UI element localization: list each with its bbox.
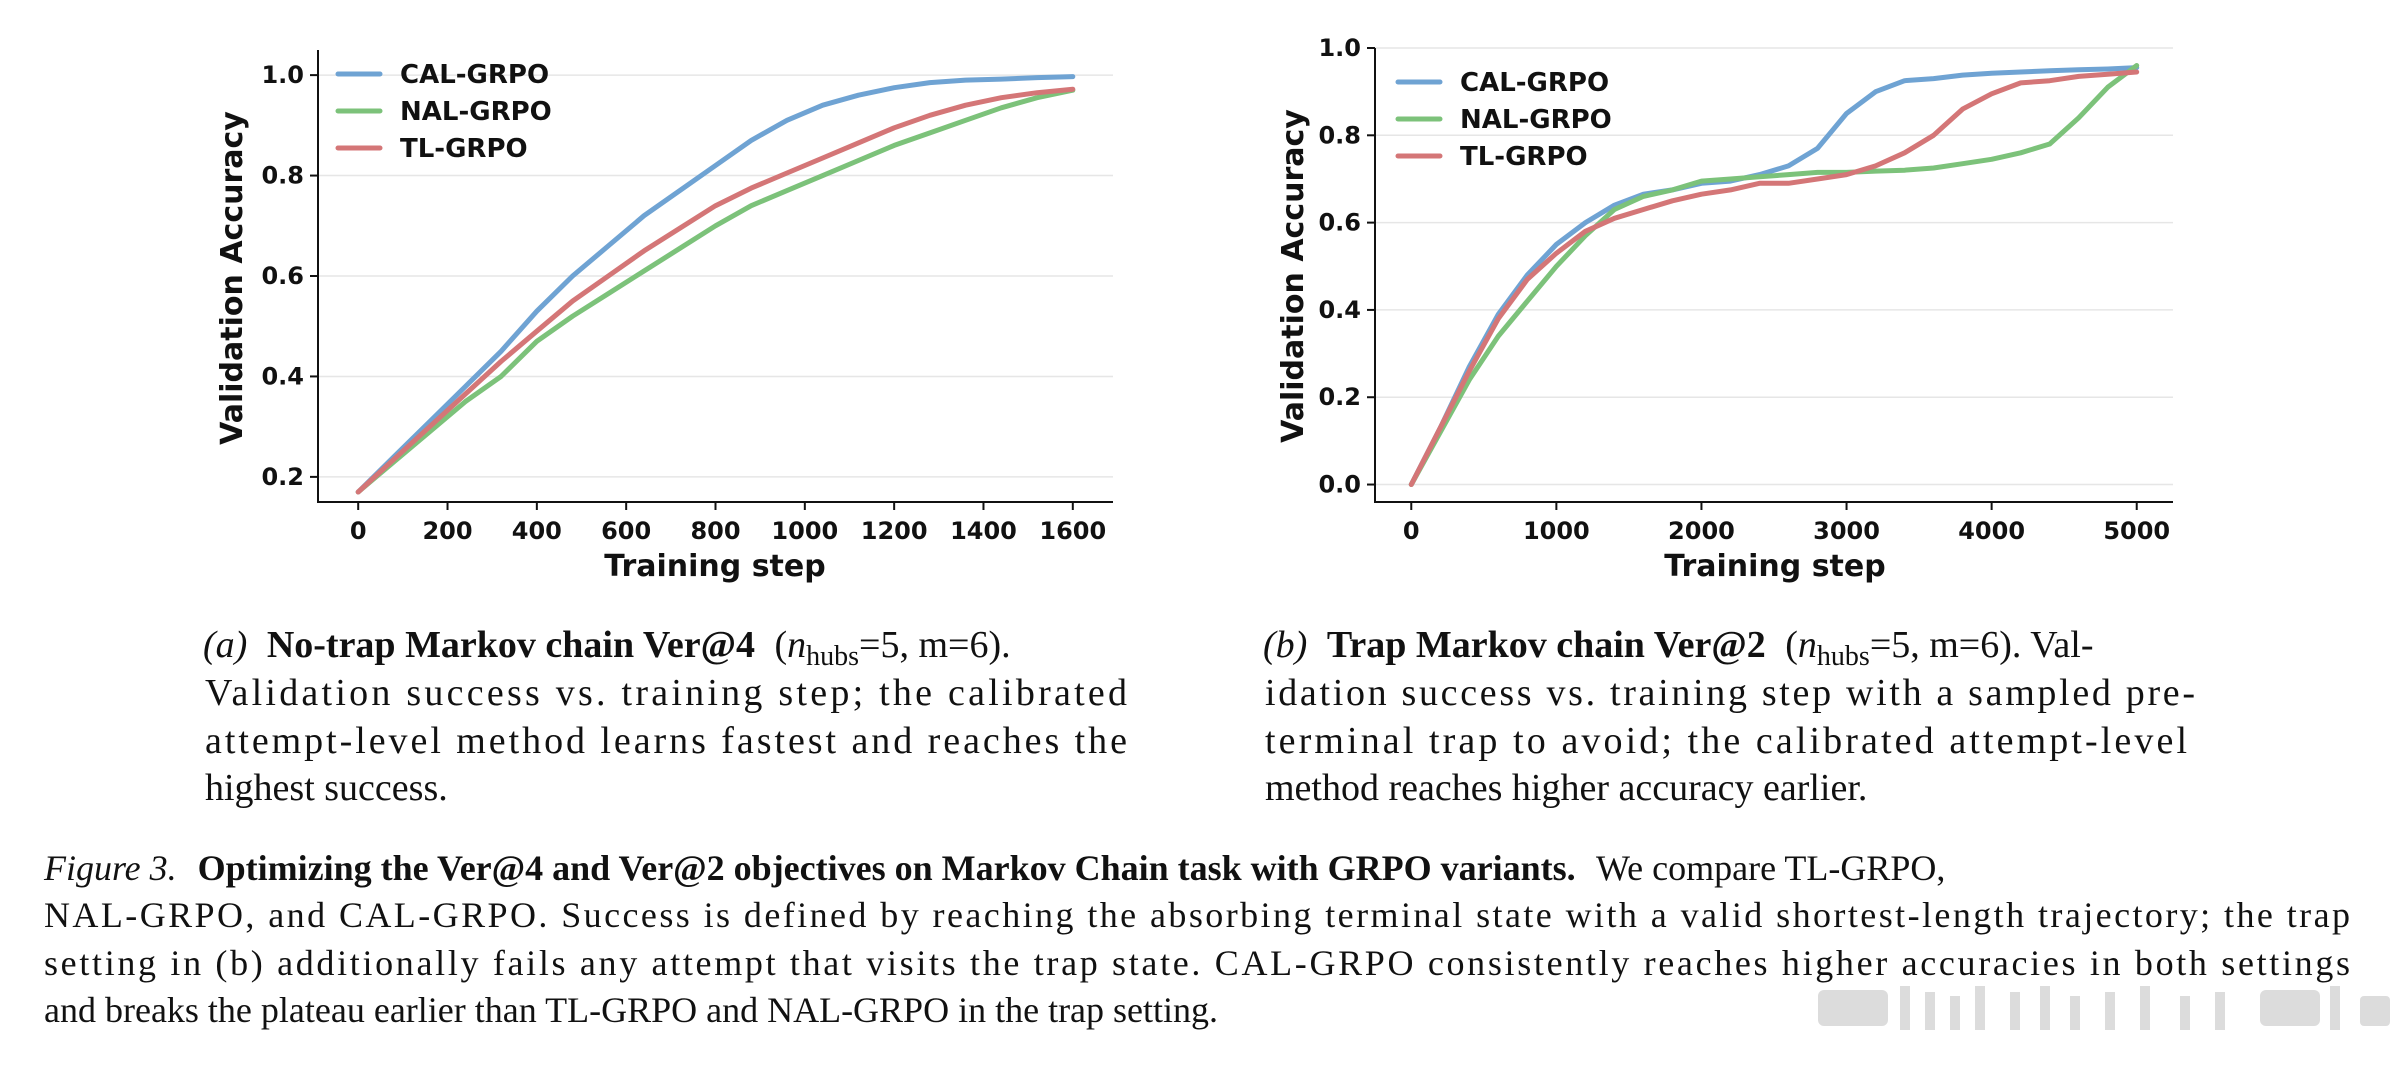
subcaption-a-line-2: Validation success vs. training step; th… <box>205 672 1127 714</box>
chart-b-xlabel: Training step <box>1664 549 1885 584</box>
chart-b-grid <box>1375 47 2173 486</box>
chart-a-ytick-label: 0.2 <box>261 463 304 491</box>
subcaption-b-line-2: idation success vs. training step with a… <box>1265 672 2195 714</box>
subcaption-a-label: (a) <box>203 624 247 666</box>
subcaption-b-line-1: (b) Trap Markov chain Ver@2 (nhubs=5, m=… <box>1263 624 2094 672</box>
chart-a: 0.2 0.4 0.6 0.8 1.0 0 200 400 600 800 1000 1200 1400… <box>215 50 1113 584</box>
subcaption-b-line-4: method reaches higher accuracy earlier. <box>1265 767 1867 809</box>
chart-b-xtick-label: 4000 <box>1958 517 2025 545</box>
chart-a-ytick-label: 0.4 <box>261 362 304 390</box>
chart-a-legend-label: NAL-GRPO <box>400 97 552 127</box>
subcaption-b-params: =5, m=6). Val- <box>1870 624 2094 666</box>
chart-a-xtick-label: 400 <box>512 517 562 545</box>
subcaption-b-label: (b) <box>1263 624 1307 666</box>
chart-b-legend-label: CAL-GRPO <box>1460 68 1609 98</box>
chart-b-axes <box>1374 48 2173 503</box>
chart-a-xtick-label: 600 <box>601 517 651 545</box>
subcaption-a-n-sub: hubs <box>806 641 859 672</box>
figure-caption-line-2: NAL-GRPO, and CAL-GRPO. Success is defin… <box>44 895 2350 935</box>
chart-a-ytick-label: 0.6 <box>261 262 304 290</box>
subcaption-a-params: =5, m=6). <box>859 624 1011 666</box>
figure-caption-title: Optimizing the Ver@4 and Ver@2 objective… <box>198 848 1576 888</box>
figure-caption-line-1: Figure 3. Optimizing the Ver@4 and Ver@2… <box>43 848 1945 888</box>
chart-a-series-tl-grpo <box>355 86 1076 495</box>
chart-b-xtick-label: 1000 <box>1523 517 1590 545</box>
chart-a-xtick-label: 800 <box>690 517 740 545</box>
subcaption-a-n: n <box>787 624 806 666</box>
chart-a-legend: CAL-GRPO NAL-GRPO TL-GRPO <box>335 60 552 164</box>
chart-b-legend-label: NAL-GRPO <box>1460 105 1612 135</box>
chart-b-xtick-label: 0 <box>1403 517 1420 545</box>
chart-a-xtick-label: 200 <box>422 517 472 545</box>
chart-a-ticks: 0.2 0.4 0.6 0.8 1.0 0 200 400 600 800 1000 1200 1400… <box>261 61 1106 545</box>
subcaption-a-line-3: attempt-level method learns fastest and … <box>205 720 1127 762</box>
chart-a-series-nal-grpo <box>355 87 1076 495</box>
figure-caption: Figure 3. Optimizing the Ver@4 and Ver@2… <box>43 848 2350 1030</box>
figure-caption-line-4: and breaks the plateau earlier than TL-G… <box>44 990 1218 1030</box>
chart-b-ytick-label: 0.2 <box>1318 383 1361 411</box>
subcaption-a-paren: ( <box>774 624 787 666</box>
watermark-icon <box>1818 986 2390 1030</box>
chart-a-ytick-label: 1.0 <box>261 61 304 89</box>
subcaption-a-line-4: highest success. <box>205 767 448 809</box>
chart-b-legend-label: TL-GRPO <box>1460 142 1588 172</box>
chart-b-xtick-label: 5000 <box>2103 517 2170 545</box>
chart-b-xtick-label: 2000 <box>1668 517 1735 545</box>
chart-a-ytick-label: 0.8 <box>261 162 304 190</box>
chart-b-series-nal-grpo <box>1408 63 2140 487</box>
subcaption-b-n: n <box>1798 624 1817 666</box>
figure-caption-line-3: setting in (b) additionally fails any at… <box>44 943 2350 983</box>
chart-b-legend: CAL-GRPO NAL-GRPO TL-GRPO <box>1395 68 1612 172</box>
chart-b-ticks: 0.0 0.2 0.4 0.6 0.8 1.0 0 1000 2000 3000 4000 5000 <box>1318 34 2170 545</box>
chart-a-series <box>355 74 1076 495</box>
chart-a-xtick-label: 0 <box>350 517 367 545</box>
chart-a-xtick-label: 1200 <box>861 517 928 545</box>
chart-a-xlabel: Training step <box>604 549 825 584</box>
figure-caption-first-rest: We compare TL-GRPO, <box>1596 848 1945 888</box>
subcaption-b-paren: ( <box>1785 624 1798 666</box>
chart-b-xtick-label: 3000 <box>1813 517 1880 545</box>
chart-a-legend-label: CAL-GRPO <box>400 60 549 90</box>
chart-b-series-tl-grpo <box>1408 69 2140 487</box>
chart-a-legend-label: TL-GRPO <box>400 134 528 164</box>
chart-b-ytick-label: 0.0 <box>1318 471 1361 499</box>
figure-caption-label: Figure 3. <box>43 848 177 888</box>
subcaption-b-title: Trap Markov chain Ver@2 <box>1327 624 1766 666</box>
chart-a-series-cal-grpo <box>355 74 1076 495</box>
chart-a-axes <box>317 50 1113 503</box>
chart-a-xtick-label: 1600 <box>1039 517 1106 545</box>
chart-a-grid <box>318 74 1113 478</box>
chart-b-ytick-label: 1.0 <box>1318 34 1361 62</box>
subcaption-b-n-sub: hubs <box>1817 641 1870 672</box>
chart-a-ylabel: Validation Accuracy <box>215 111 250 445</box>
chart-b-ylabel: Validation Accuracy <box>1276 109 1311 443</box>
subcaption-b: (b) Trap Markov chain Ver@2 (nhubs=5, m=… <box>1263 624 2195 809</box>
chart-b-ytick-label: 0.6 <box>1318 209 1361 237</box>
chart-a-axis-spine <box>317 50 1113 503</box>
subcaption-b-line-3: terminal trap to avoid; the calibrated a… <box>1265 720 2187 762</box>
subcaption-a-title: No-trap Markov chain Ver@4 <box>267 624 755 666</box>
chart-a-xtick-label: 1400 <box>950 517 1017 545</box>
chart-b-axis-spine <box>1374 48 2173 503</box>
chart-b-ytick-label: 0.8 <box>1318 121 1361 149</box>
chart-b: 0.00.20.40.60.81.00 1000 2000 3000 4000 5000 … <box>1276 34 2173 584</box>
chart-a-xtick-label: 1000 <box>771 517 838 545</box>
chart-b-series <box>1408 63 2140 487</box>
chart-b-series-cal-grpo <box>1408 65 2140 487</box>
subcaption-a-line-1: (a) No-trap Markov chain Ver@4 (nhubs=5,… <box>203 624 1011 672</box>
subcaption-a: (a) No-trap Markov chain Ver@4 (nhubs=5,… <box>203 624 1127 809</box>
chart-b-ytick-label: 0.4 <box>1318 296 1361 324</box>
